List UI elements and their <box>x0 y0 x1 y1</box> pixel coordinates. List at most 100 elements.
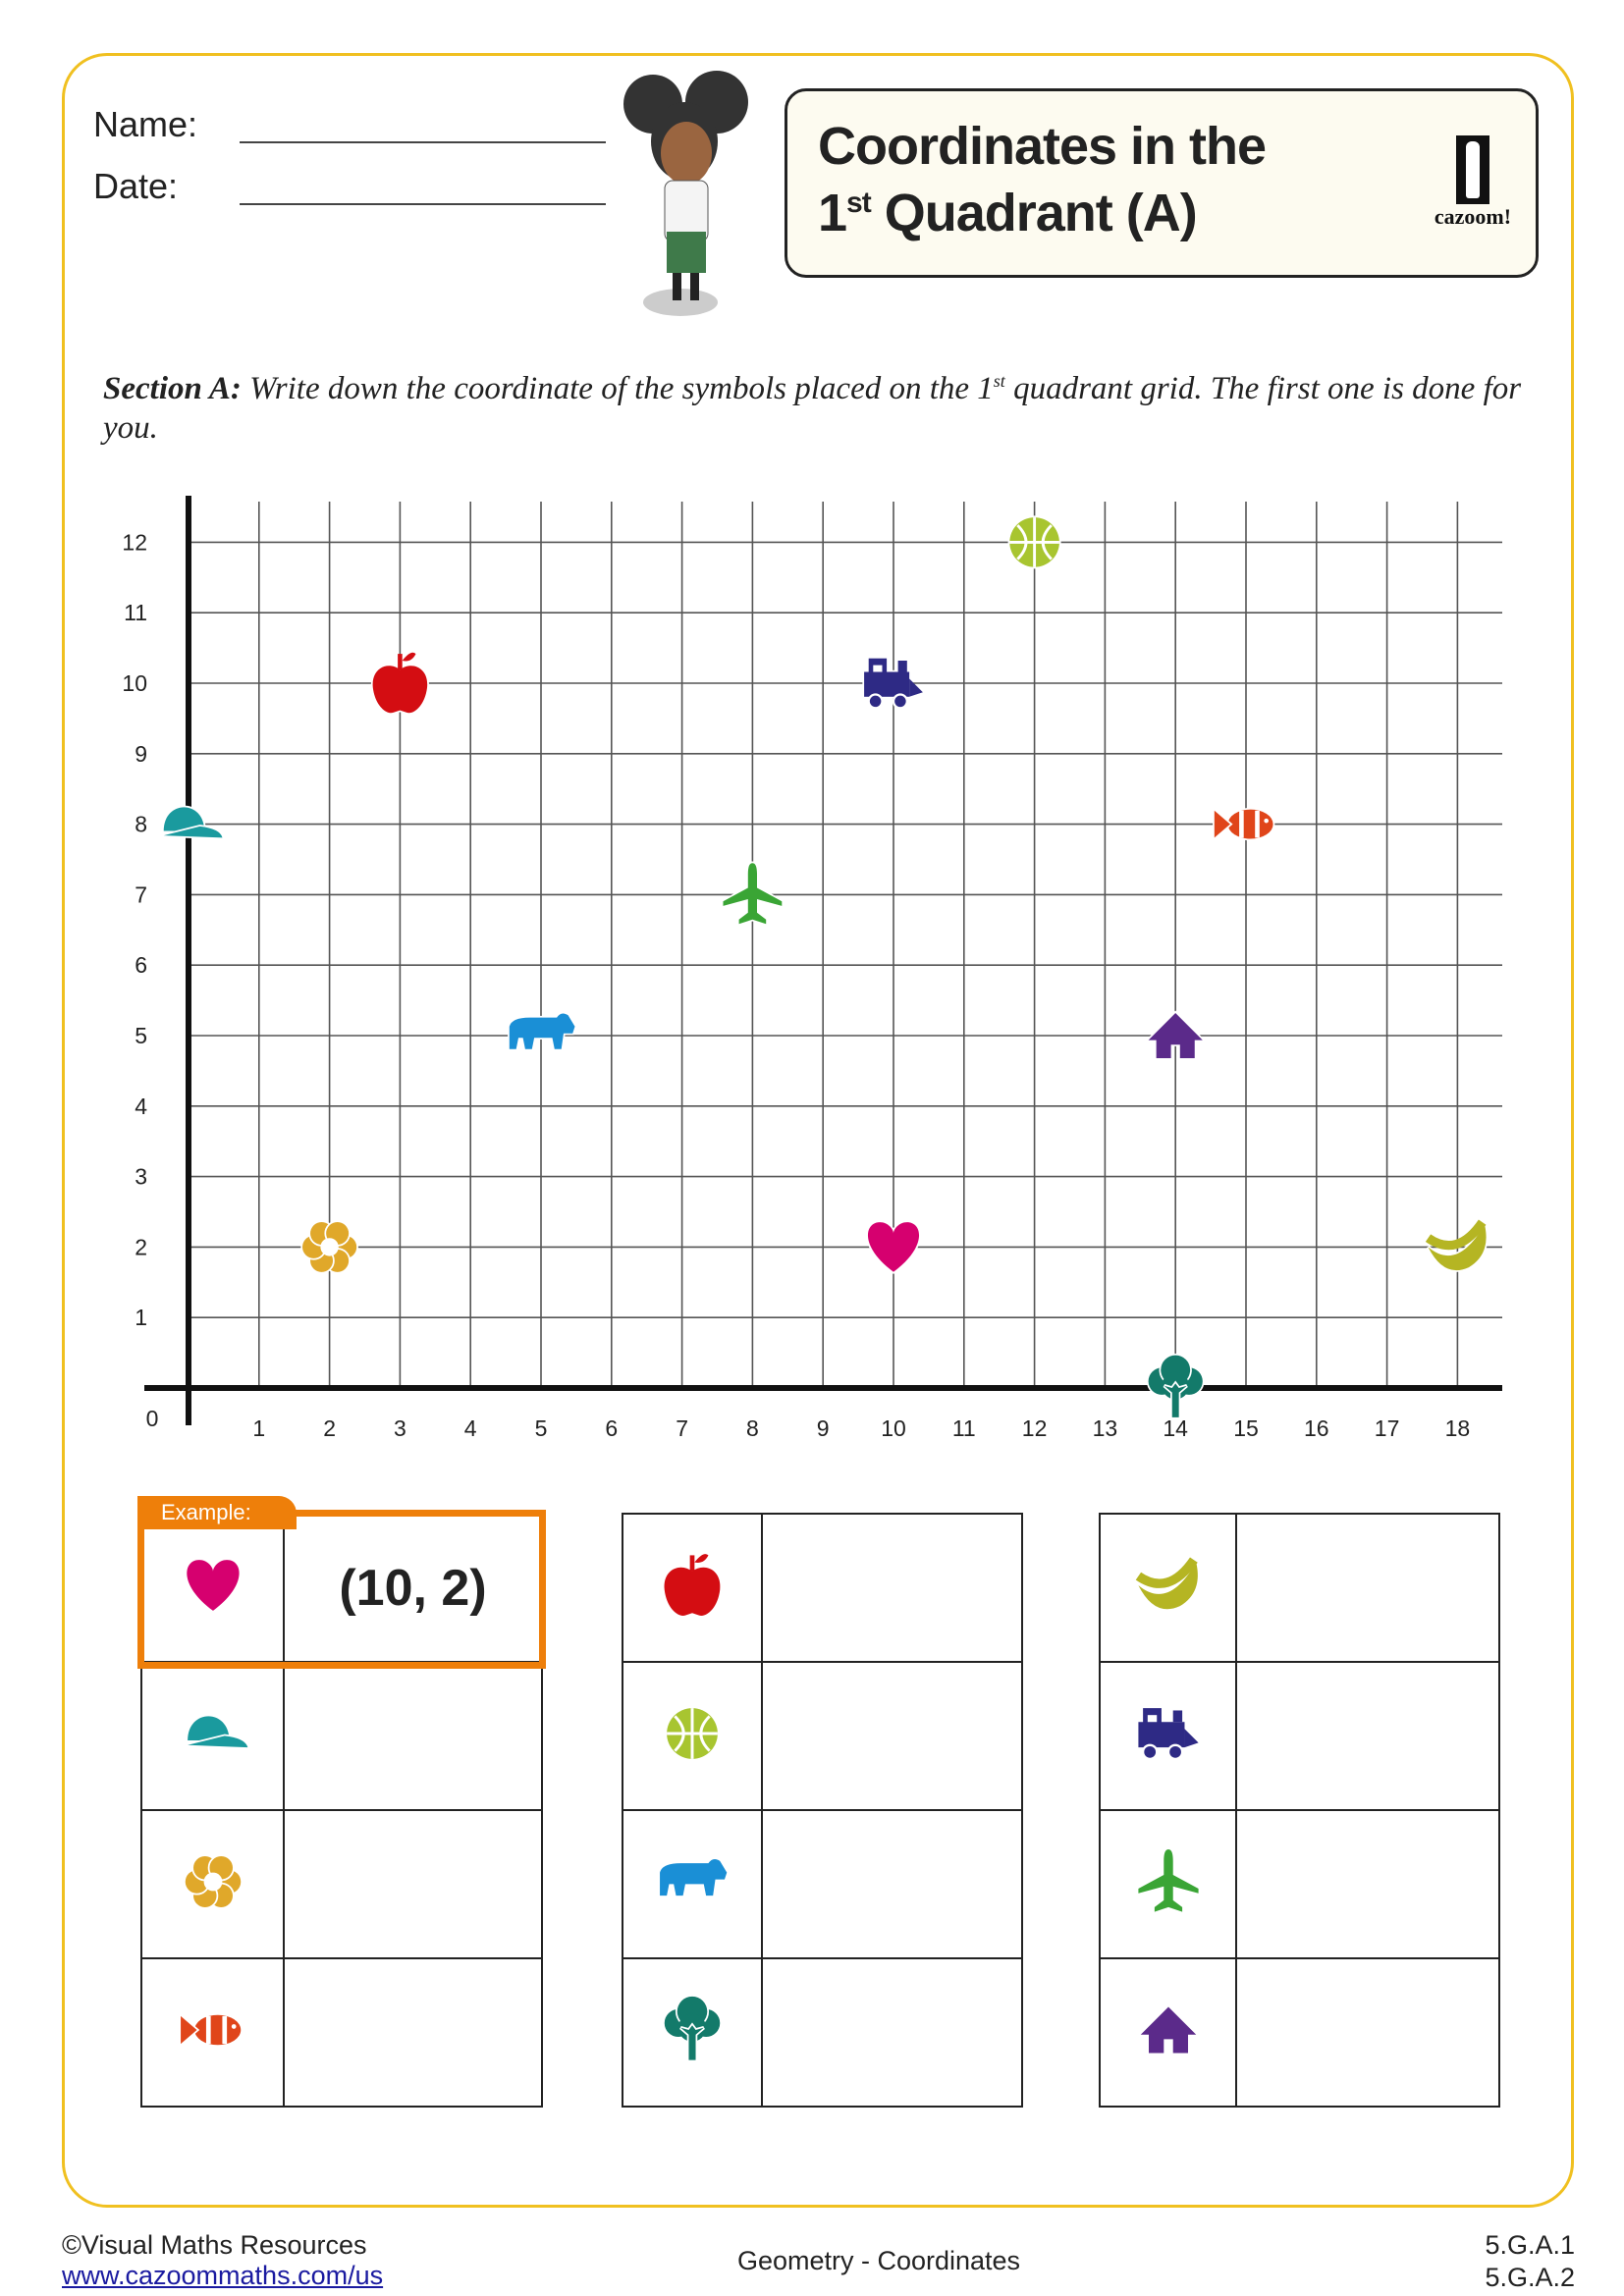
title-box <box>785 88 1539 278</box>
x-tick-label: 5 <box>535 1415 548 1441</box>
y-tick-label: 6 <box>135 952 147 978</box>
symbol-cell <box>622 1809 763 1959</box>
x-tick-label: 3 <box>394 1415 406 1441</box>
y-tick-label: 7 <box>135 881 147 907</box>
girl-illustration <box>623 71 748 316</box>
symbol-cell <box>622 1513 763 1663</box>
bear-icon <box>508 1011 577 1051</box>
x-tick-label: 2 <box>323 1415 336 1441</box>
answer-cell[interactable] <box>761 1809 1023 1959</box>
symbol-cell <box>622 1661 763 1811</box>
tree-icon <box>663 1995 722 2062</box>
plane-icon <box>1136 1847 1200 1915</box>
train-icon <box>1136 1708 1199 1761</box>
symbol-cell <box>140 1809 285 1959</box>
plane-icon <box>721 861 785 927</box>
tree-icon <box>1146 1353 1205 1419</box>
x-tick-label: 6 <box>605 1415 618 1441</box>
answer-cell[interactable] <box>761 1661 1023 1811</box>
answer-cell[interactable] <box>1235 1513 1500 1663</box>
table-row <box>140 1957 543 2108</box>
house-icon <box>1136 2003 1200 2056</box>
x-tick-label: 4 <box>464 1415 477 1441</box>
cazoom-logo: cazoom! <box>1424 135 1522 230</box>
section-label: Section A: <box>103 371 242 406</box>
y-tick-label: 10 <box>122 670 147 696</box>
coordinate-grid: 1 2 3 4 5 6 7 8 9 10 11 12 13 14 15 16 17 181234567891011… <box>122 496 1502 1441</box>
answer-table: (10, 2) <box>140 1513 543 2108</box>
title-number: 1 <box>818 184 847 242</box>
y-tick-label: 2 <box>135 1234 147 1259</box>
x-tick-label: 1 <box>252 1415 265 1441</box>
answer-cell[interactable] <box>1235 1809 1500 1959</box>
page-title-line2: 1st Quadrant (A) <box>818 183 1198 243</box>
answer-cell[interactable] <box>283 1957 543 2108</box>
answer-cell[interactable] <box>1235 1957 1500 2108</box>
y-tick-label: 5 <box>135 1023 147 1048</box>
symbol-cell <box>1099 1957 1237 2108</box>
page-title-line1: Coordinates in the <box>818 117 1267 176</box>
basketball-icon <box>1007 515 1061 569</box>
title-superscript: st <box>846 187 872 219</box>
banana-icon <box>1425 1219 1489 1272</box>
table-row <box>140 1809 543 1959</box>
worksheet-border <box>62 53 1574 2208</box>
answer-cell: (10, 2) <box>283 1513 543 1663</box>
symbol-cell <box>1099 1809 1237 1959</box>
answer-table <box>622 1513 1023 2108</box>
footer-link[interactable]: www.cazoommaths.com/us <box>62 2261 384 2290</box>
answer-cell[interactable] <box>1235 1661 1500 1811</box>
x-tick-label: 7 <box>676 1415 688 1441</box>
y-tick-label: 8 <box>135 812 147 837</box>
heart-icon <box>866 1220 921 1274</box>
x-tick-label: 17 <box>1375 1415 1400 1441</box>
example-label: Example: <box>137 1496 297 1529</box>
x-tick-label: 14 <box>1163 1415 1188 1441</box>
symbol-cell <box>140 1661 285 1811</box>
apple-icon <box>371 652 429 715</box>
y-tick-label: 9 <box>135 741 147 767</box>
table-row <box>1099 1809 1500 1959</box>
logo-text: cazoom! <box>1434 204 1512 229</box>
table-row <box>622 1513 1023 1663</box>
train-icon <box>862 658 923 710</box>
symbol-cell <box>140 1513 285 1663</box>
x-tick-label: 11 <box>952 1415 976 1441</box>
origin-label: 0 <box>146 1406 159 1431</box>
answer-cell[interactable] <box>283 1809 543 1959</box>
apple-icon <box>662 1554 723 1618</box>
date-field[interactable] <box>240 203 606 205</box>
answer-cell[interactable] <box>283 1661 543 1811</box>
heart-icon <box>185 1558 241 1614</box>
symbol-cell <box>1099 1661 1237 1811</box>
table-row <box>1099 1661 1500 1811</box>
y-tick-label: 1 <box>135 1305 147 1330</box>
instructions-text-end: quadrant grid. The first one is done for… <box>103 371 1522 446</box>
date-label: Date: <box>93 166 179 206</box>
instructions-text: Write down the coordinate of the symbols… <box>241 371 994 406</box>
y-tick-label: 3 <box>135 1164 147 1190</box>
house-icon <box>1144 1010 1207 1060</box>
name-field[interactable] <box>240 141 606 143</box>
cap-icon <box>161 805 225 840</box>
fish-icon <box>178 2012 243 2048</box>
table-row <box>1099 1513 1500 1663</box>
x-tick-label: 18 <box>1445 1415 1471 1441</box>
symbol-cell <box>1099 1513 1237 1663</box>
x-tick-label: 9 <box>817 1415 830 1441</box>
title-rest: Quadrant (A) <box>870 184 1198 242</box>
x-tick-label: 10 <box>881 1415 906 1441</box>
bear-icon <box>658 1857 730 1897</box>
answer-text: (10, 2) <box>339 1559 487 1617</box>
answer-cell[interactable] <box>761 1957 1023 2108</box>
answer-cell[interactable] <box>761 1513 1023 1663</box>
answer-table <box>1099 1513 1500 2108</box>
table-row <box>1099 1957 1500 2108</box>
y-tick-label: 12 <box>122 529 147 555</box>
flower-icon <box>183 1854 243 1909</box>
table-row: (10, 2) <box>140 1513 543 1663</box>
table-row <box>622 1957 1023 2108</box>
fish-icon <box>1213 807 1275 842</box>
instructions-sup: st <box>993 371 1005 391</box>
x-tick-label: 15 <box>1233 1415 1259 1441</box>
